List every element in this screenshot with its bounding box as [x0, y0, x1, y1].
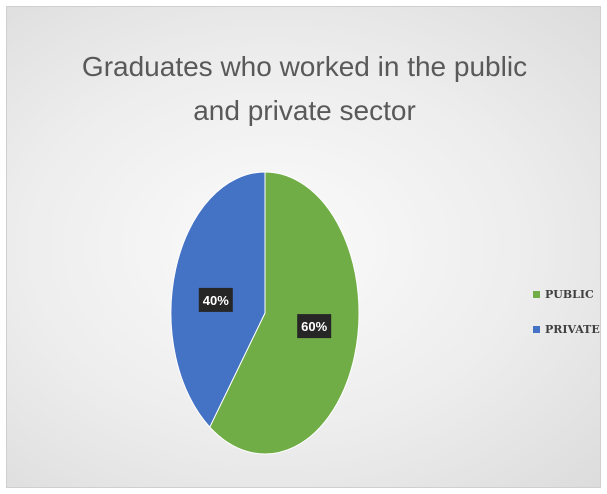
legend-item-public: PUBLIC	[533, 288, 594, 301]
legend-swatch	[533, 326, 540, 333]
chart-area: Graduates who worked in the public and p…	[6, 6, 601, 488]
legend-label: PUBLIC	[545, 288, 594, 301]
data-label-private: 40%	[198, 287, 233, 312]
data-label-public: 60%	[297, 314, 332, 339]
pie-slice-public	[209, 171, 360, 455]
data-label-text: 40%	[203, 293, 229, 308]
data-label-box	[297, 314, 332, 339]
data-label-box	[198, 287, 233, 312]
legend-swatch	[533, 291, 540, 298]
pie-chart: 60% 40% PUBLIC PRIVATE	[170, 171, 600, 455]
data-label-text: 60%	[301, 319, 327, 334]
legend-label: PRIVATE	[545, 323, 600, 336]
chart-title-line-1: Graduates who worked in the public	[81, 51, 528, 82]
legend-item-private: PRIVATE	[533, 323, 600, 336]
chart-title: Graduates who worked in the public and p…	[7, 45, 600, 133]
chart-title-line-2: and private sector	[193, 95, 416, 126]
